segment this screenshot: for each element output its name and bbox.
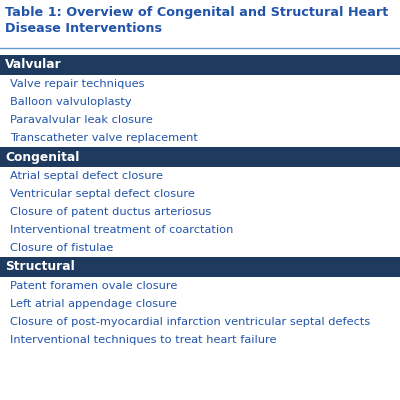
Text: Transcatheter valve replacement: Transcatheter valve replacement	[10, 133, 198, 143]
Text: Patent foramen ovale closure: Patent foramen ovale closure	[10, 281, 177, 291]
Text: Balloon valvuloplasty: Balloon valvuloplasty	[10, 97, 132, 107]
Text: Congenital: Congenital	[5, 150, 79, 164]
Text: Left atrial appendage closure: Left atrial appendage closure	[10, 299, 177, 309]
Text: Ventricular septal defect closure: Ventricular septal defect closure	[10, 189, 195, 199]
Text: Closure of patent ductus arteriosus: Closure of patent ductus arteriosus	[10, 207, 211, 217]
Text: Valve repair techniques: Valve repair techniques	[10, 79, 144, 89]
Bar	[0, 147, 400, 167]
Text: Closure of post-myocardial infarction ventricular septal defects: Closure of post-myocardial infarction ve…	[10, 317, 370, 327]
Text: Interventional treatment of coarctation: Interventional treatment of coarctation	[10, 225, 233, 235]
Bar	[0, 55, 400, 75]
Text: Atrial septal defect closure: Atrial septal defect closure	[10, 171, 163, 181]
Text: Closure of fistulae: Closure of fistulae	[10, 243, 113, 253]
Text: Disease Interventions: Disease Interventions	[5, 22, 162, 35]
Text: Structural: Structural	[5, 260, 75, 274]
Text: Table 1: Overview of Congenital and Structural Heart: Table 1: Overview of Congenital and Stru…	[5, 6, 388, 19]
Text: Paravalvular leak closure: Paravalvular leak closure	[10, 115, 153, 125]
Text: Interventional techniques to treat heart failure: Interventional techniques to treat heart…	[10, 335, 276, 345]
Text: Valvular: Valvular	[5, 58, 62, 72]
Bar	[0, 257, 400, 277]
